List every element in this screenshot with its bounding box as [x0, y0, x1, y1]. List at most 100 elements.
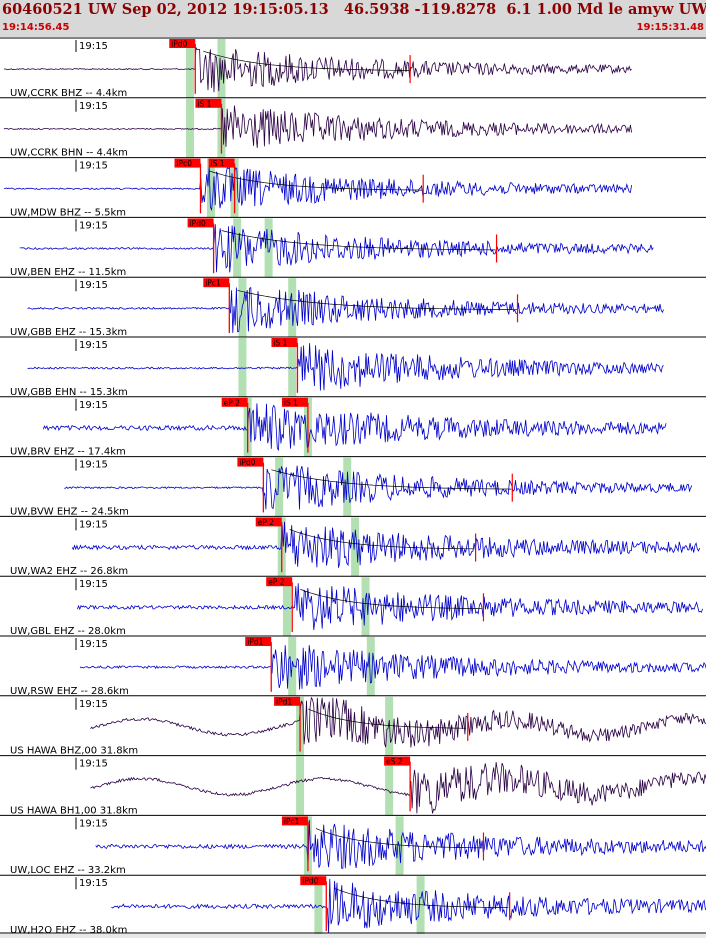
phase-pick-tag[interactable]: [221, 397, 248, 407]
time-tick-label: 19:15: [79, 460, 108, 471]
phase-pick-tag[interactable]: [208, 158, 235, 168]
analysis-window: [416, 876, 425, 934]
event-title: 60460521 UW Sep 02, 2012 19:15:05.13 46.…: [2, 1, 706, 18]
phase-pick-label: iPc1: [205, 279, 221, 288]
time-tick-label: 19:15: [79, 519, 108, 530]
waveform: [77, 583, 703, 631]
trace-row[interactable]: eP 2 19:15 UW,WA2 EHZ -- 26.8km: [0, 515, 706, 577]
waveform: [3, 46, 632, 93]
phase-pick-tag[interactable]: [266, 577, 293, 587]
phase-pick-label: eP 2: [258, 518, 275, 527]
trace-row[interactable]: eS 2 19:15 US HAWA BH1,00 31.8km: [0, 755, 706, 817]
time-tick-label: 19:15: [79, 639, 108, 650]
phase-pick-tag[interactable]: [195, 98, 222, 108]
phase-pick-tag[interactable]: [174, 158, 201, 168]
phase-pick-label: iPc1: [284, 817, 300, 826]
trace-row[interactable]: iPc1 19:15 UW,GBB EHZ -- 15.3km: [0, 276, 706, 338]
analysis-window: [366, 637, 375, 696]
analysis-window: [186, 98, 195, 158]
trace-row[interactable]: eP 2 iS 1 19:15 UW,BRV EHZ -- 17.4km: [0, 396, 706, 458]
time-tick-label: 19:15: [79, 220, 108, 231]
analysis-window: [361, 577, 370, 636]
analysis-window: [314, 876, 323, 934]
time-tick-label: 19:15: [79, 400, 108, 411]
time-tick-label: 19:15: [79, 101, 108, 112]
station-label: UW,CCRK BHZ -- 4.4km: [10, 88, 127, 99]
phase-pick-label: iPd0: [171, 40, 187, 49]
window-start-time: 19:14:56.45: [2, 22, 70, 33]
trace-row[interactable]: iPc0 iS 1 19:15 UW,MDW BHZ -- 5.5km: [0, 157, 706, 219]
analysis-window: [275, 457, 284, 517]
time-tick-label: 19:15: [79, 818, 108, 829]
analysis-window: [296, 756, 305, 816]
phase-pick-tag[interactable]: [245, 637, 272, 646]
phase-pick-tag[interactable]: [271, 338, 298, 347]
seismogram-panel[interactable]: iPd0 19:15 UW,CCRK BHZ -- 4.4km iS 1 19:15 UW…: [0, 38, 706, 934]
trace-row[interactable]: iPd0 19:15 UW,BEN EHZ -- 11.5km: [0, 216, 706, 278]
phase-pick-label: eS 2: [386, 757, 403, 766]
station-label: UW,BVW EHZ -- 24.5km: [10, 506, 129, 517]
coda-curve: [307, 708, 467, 729]
phase-pick-label: iPd0: [190, 219, 206, 228]
phase-pick-tag[interactable]: [384, 756, 411, 766]
time-tick-label: 19:15: [79, 161, 108, 172]
event-header: 60460521 UW Sep 02, 2012 19:15:05.13 46.…: [0, 0, 706, 38]
coda-curve: [221, 230, 496, 251]
footer-strip: [0, 934, 706, 938]
station-label: UW,MDW BHZ -- 5.5km: [10, 207, 126, 218]
station-label: UW,GBL EHZ -- 28.0km: [10, 626, 126, 637]
analysis-window: [264, 218, 273, 278]
station-label: UW,GBB EHN -- 15.3km: [10, 387, 128, 398]
trace-row[interactable]: iS 1 19:15 UW,CCRK BHN -- 4.4km: [0, 97, 706, 159]
station-label: UW,WA2 EHZ -- 26.8km: [10, 566, 128, 577]
analysis-window: [385, 756, 394, 816]
coda-curve: [208, 170, 423, 191]
window-end-time: 19:15:31.48: [636, 22, 704, 33]
trace-row[interactable]: iPd1 19:15 US HAWA BHZ,00 31.8km: [0, 695, 706, 757]
time-tick-label: 19:15: [79, 280, 108, 291]
waveform: [71, 521, 701, 568]
phase-pick-tag[interactable]: [281, 397, 308, 407]
station-label: US HAWA BH1,00 31.8km: [10, 805, 138, 816]
trace-row[interactable]: iPd1 19:15 UW,RSW EHZ -- 28.6km: [0, 635, 706, 697]
coda-curve: [334, 887, 509, 909]
phase-pick-label: iPd1: [247, 638, 263, 647]
waveform: [27, 286, 664, 333]
trace-row[interactable]: iPc1 19:15 UW,LOC EHZ -- 33.2km: [0, 814, 706, 876]
phase-pick-tag[interactable]: [274, 696, 301, 706]
analysis-window: [288, 338, 297, 397]
waveform: [27, 343, 664, 391]
coda-curve: [289, 529, 474, 550]
analysis-window: [233, 218, 242, 278]
coda-curve: [300, 588, 483, 610]
trace-row[interactable]: iPd0 19:15 UW,CCRK BHZ -- 4.4km: [0, 38, 706, 99]
station-label: UW,BRV EHZ -- 17.4km: [10, 447, 126, 458]
station-label: UW,CCRK BHN -- 4.4km: [10, 148, 128, 159]
coda-curve: [315, 828, 482, 849]
phase-pick-label: iS 1: [211, 159, 225, 168]
trace-row[interactable]: iPd0 19:15 UW,BVW EHZ -- 24.5km: [0, 456, 706, 518]
phase-pick-tag[interactable]: [187, 218, 214, 228]
phase-pick-label: eP 2: [268, 578, 285, 587]
time-tick-label: 19:15: [79, 579, 108, 590]
waveform: [90, 762, 706, 814]
coda-curve: [271, 469, 512, 490]
time-tick-label: 19:15: [79, 699, 108, 710]
trace-row[interactable]: eP 2 19:15 UW,GBL EHZ -- 28.0km: [0, 575, 706, 637]
phase-pick-tag[interactable]: [169, 39, 196, 48]
time-tick-label: 19:15: [79, 878, 108, 889]
phase-pick-label: iPc0: [177, 159, 193, 168]
phase-pick-tag[interactable]: [237, 457, 264, 467]
trace-row[interactable]: iS 1 19:15 UW,GBB EHN -- 15.3km: [0, 336, 706, 398]
phase-pick-label: iPd1: [276, 697, 292, 706]
phase-pick-label: iPd0: [302, 877, 318, 886]
phase-pick-tag[interactable]: [300, 876, 327, 886]
phase-pick-label: iS 1: [197, 99, 211, 108]
phase-pick-tag[interactable]: [203, 278, 230, 288]
phase-pick-tag[interactable]: [255, 517, 282, 527]
trace-row[interactable]: iPd0 19:15 UW,H2O EHZ -- 38.0km: [0, 874, 706, 934]
analysis-window: [238, 338, 247, 397]
phase-pick-label: iS 1: [273, 339, 287, 348]
phase-pick-tag[interactable]: [281, 816, 308, 826]
waveform: [19, 224, 654, 273]
